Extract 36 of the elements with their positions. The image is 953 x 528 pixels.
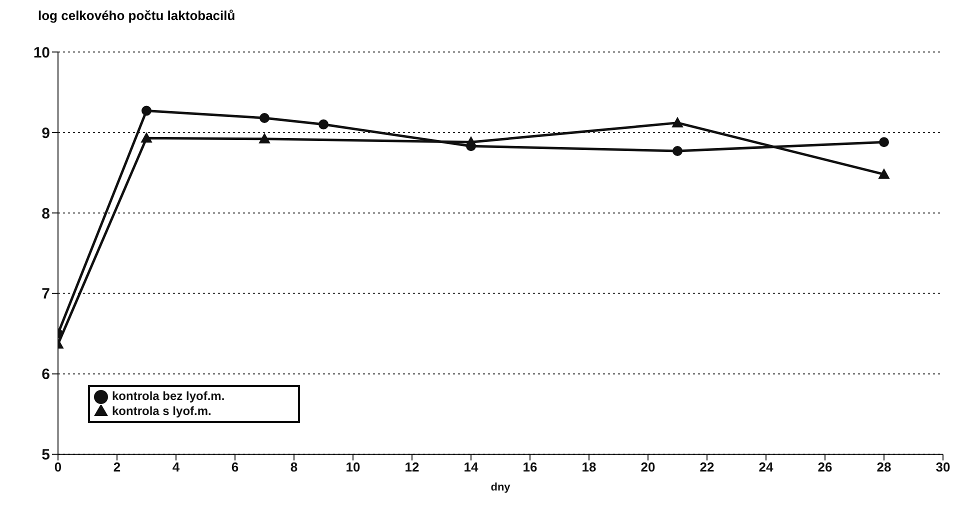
x-tick-label: 20 [640, 460, 656, 475]
y-tick-label: 6 [42, 366, 50, 384]
x-tick-label: 26 [818, 460, 832, 475]
x-tick-label: 2 [113, 460, 121, 475]
point [878, 168, 890, 179]
point [879, 137, 889, 148]
point [466, 136, 476, 147]
x-tick-label: 30 [936, 460, 950, 475]
x-tick-label: 18 [582, 460, 596, 475]
legend-label: kontrola s lyof.m. [112, 404, 212, 418]
x-tick-label: 8 [290, 460, 298, 475]
point [672, 117, 683, 128]
point [141, 132, 152, 143]
x-tick-label: 28 [876, 460, 892, 475]
x-axis-title: dny [490, 481, 512, 494]
y-tick-label: 10 [33, 44, 50, 62]
point [142, 106, 152, 116]
legend-label: kontrola bez lyof.m. [112, 389, 225, 404]
x-tick-label: 24 [758, 460, 774, 475]
point [259, 133, 270, 144]
x-tick-label: 22 [700, 460, 714, 475]
point [318, 119, 328, 130]
y-tick-label: 9 [42, 124, 50, 142]
y-tick-label: 5 [42, 446, 50, 464]
y-axis-title: log celkového počtu laktobacilů [38, 8, 236, 23]
x-tick-label: 10 [346, 460, 360, 475]
x-tick-label: 4 [172, 460, 180, 475]
x-tick-label: 12 [404, 460, 420, 475]
x-tick-label: 6 [231, 460, 239, 475]
y-tick-label: 7 [42, 286, 50, 303]
x-tick-label: 0 [54, 460, 62, 475]
y-tick-label: 8 [42, 205, 50, 222]
x-tick-label: 14 [464, 460, 479, 475]
point [672, 146, 682, 156]
point [260, 112, 270, 123]
x-tick-label: 16 [522, 460, 538, 475]
